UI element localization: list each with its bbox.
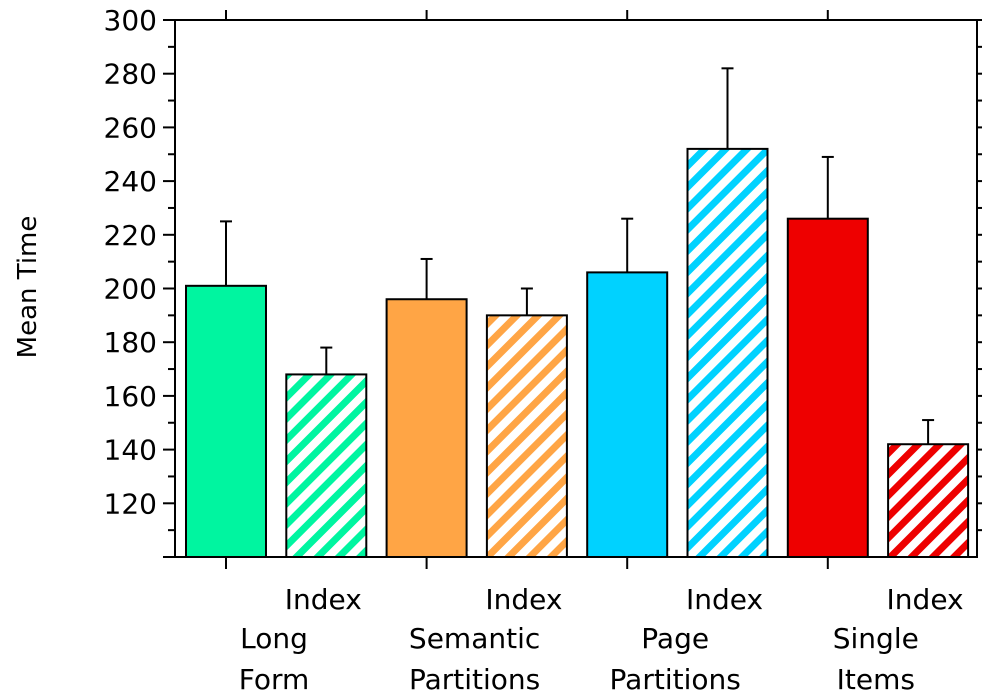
y-tick-label: 220: [104, 219, 157, 252]
group-label-line2: Partitions: [610, 663, 741, 696]
bar-label-index: Index: [485, 583, 562, 616]
y-tick-label: 300: [104, 4, 157, 37]
y-tick-labels: 120 140 160 180 200 220 240 260 280 300: [104, 4, 157, 520]
bar-label-index: Index: [887, 583, 964, 616]
bar-2-index: [285, 373, 368, 559]
bar-6-index: [686, 147, 769, 558]
y-axis-title: Mean Time: [13, 216, 43, 359]
group-label-line2: Form: [239, 663, 310, 696]
bar-3: [385, 298, 468, 558]
group-label-line1: Long: [240, 622, 308, 655]
group-label-line2: Items: [837, 663, 915, 696]
bar-label-index: Index: [686, 583, 763, 616]
group-label-line1: Single: [833, 622, 919, 655]
y-tick-label: 120: [104, 487, 157, 520]
error-bars-layer: [220, 67, 935, 445]
group-label-line1: Page: [641, 622, 709, 655]
ticks-layer: [163, 10, 982, 569]
y-tick-label: 140: [104, 434, 157, 467]
bars-layer: [185, 147, 970, 559]
y-tick-label: 240: [104, 165, 157, 198]
x-category-labels: Index Index Index Index Long Form Semantic Part…: [239, 583, 964, 696]
y-tick-label: 180: [104, 326, 157, 359]
group-label-line2: Partitions: [409, 663, 540, 696]
bar-label-index: Index: [285, 583, 362, 616]
bar-8-index: [887, 443, 970, 559]
group-label-line1: Semantic: [409, 622, 540, 655]
y-tick-label: 160: [104, 380, 157, 413]
bar-5: [586, 271, 669, 558]
y-tick-label: 260: [104, 111, 157, 144]
bar-1: [185, 284, 267, 558]
bar-4-index: [485, 314, 568, 558]
y-tick-label: 200: [104, 273, 157, 306]
y-tick-label: 280: [104, 58, 157, 91]
bar-7: [786, 217, 869, 558]
